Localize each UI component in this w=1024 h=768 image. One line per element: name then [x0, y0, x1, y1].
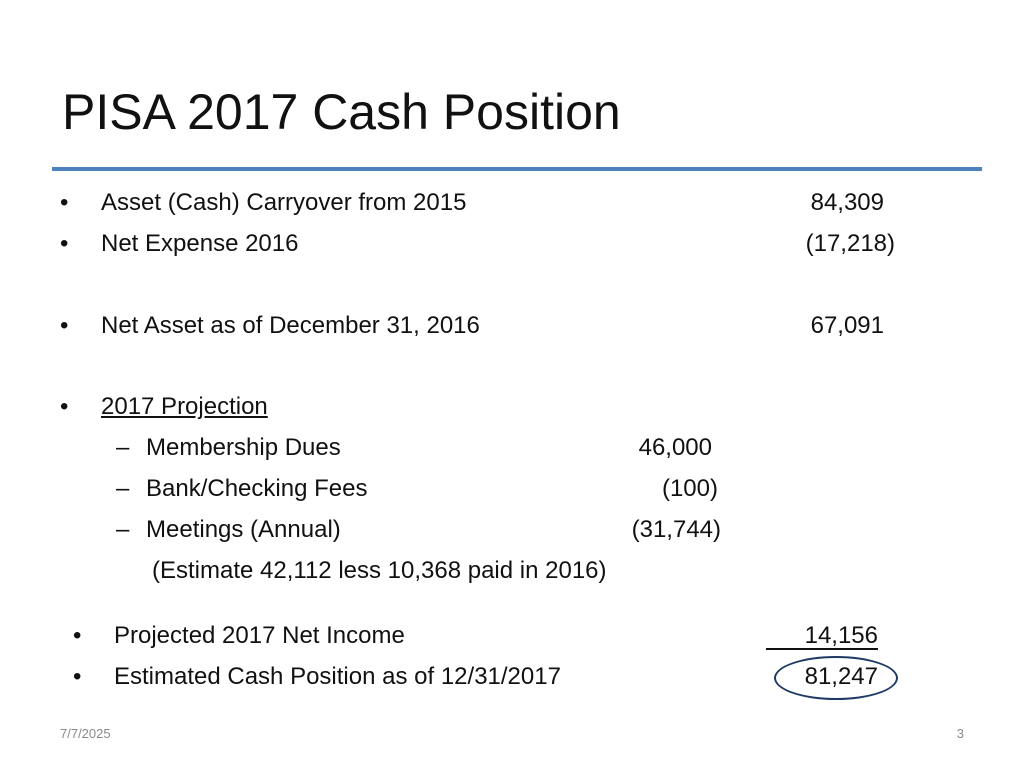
- meetings-label: Meetings (Annual): [146, 516, 341, 543]
- bullet-icon: •: [73, 663, 82, 690]
- bank-fees-value: (100): [661, 475, 718, 502]
- dash-icon: –: [116, 516, 130, 543]
- membership-dues-label: Membership Dues: [146, 434, 341, 461]
- membership-dues-value: 46,000: [638, 434, 712, 461]
- net-expense-label: Net Expense 2016: [101, 230, 299, 257]
- page-number: 3: [956, 726, 964, 741]
- projection-heading: 2017 Projection: [101, 393, 268, 420]
- highlight-circle: [774, 656, 898, 700]
- title-divider: [52, 167, 982, 171]
- net-asset-value: 67,091: [810, 312, 884, 339]
- net-expense-value: (17,218): [805, 230, 895, 257]
- bullet-icon: •: [60, 189, 69, 216]
- bullet-icon: •: [60, 230, 69, 257]
- cash-position-label: Estimated Cash Position as of 12/31/2017: [114, 663, 561, 690]
- bullet-icon: •: [60, 393, 69, 420]
- bullet-icon: •: [60, 312, 69, 339]
- net-income-value: 14,156: [804, 622, 878, 649]
- carryover-label: Asset (Cash) Carryover from 2015: [101, 189, 467, 216]
- meetings-estimate-note: (Estimate 42,112 less 10,368 paid in 201…: [152, 557, 607, 584]
- net-asset-label: Net Asset as of December 31, 2016: [101, 312, 480, 339]
- carryover-value: 84,309: [810, 189, 884, 216]
- net-income-label: Projected 2017 Net Income: [114, 622, 405, 649]
- net-income-underline: [766, 648, 878, 650]
- dash-icon: –: [116, 434, 130, 461]
- dash-icon: –: [116, 475, 130, 502]
- meetings-value: (31,744): [631, 516, 721, 543]
- bank-fees-label: Bank/Checking Fees: [146, 475, 368, 502]
- slide-title: PISA 2017 Cash Position: [62, 84, 621, 140]
- footer-date: 7/7/2025: [60, 726, 111, 741]
- bullet-icon: •: [73, 622, 82, 649]
